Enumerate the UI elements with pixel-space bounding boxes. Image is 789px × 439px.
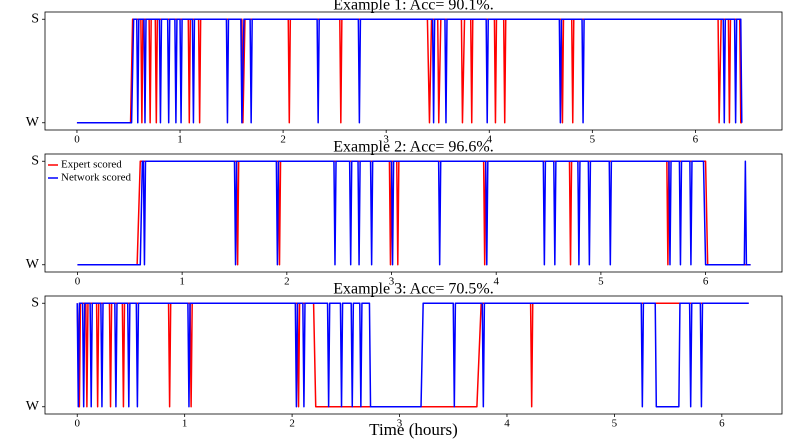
chart-title: Example 3: Acc= 70.5%. xyxy=(333,281,494,298)
x-tick-label: 0 xyxy=(74,418,80,430)
series-line xyxy=(76,302,749,408)
x-tick-label: 2 xyxy=(284,276,290,288)
y-tick-label: S xyxy=(31,11,39,26)
y-tick-label: W xyxy=(26,115,40,130)
axes-frame xyxy=(44,295,783,415)
x-tick-label: 6 xyxy=(703,276,709,288)
x-tick-label: 1 xyxy=(182,418,188,430)
x-tick-label: 0 xyxy=(75,276,81,288)
series-line xyxy=(77,160,751,266)
y-tick-label: S xyxy=(31,153,39,168)
x-tick-label: 5 xyxy=(590,134,596,146)
x-tick-label: 2 xyxy=(280,134,286,146)
y-tick-label: S xyxy=(31,295,39,310)
series-line xyxy=(76,18,743,124)
x-tick-label: 3 xyxy=(397,418,403,430)
x-tick-label: 6 xyxy=(693,134,699,146)
x-tick-label: 5 xyxy=(612,418,618,430)
axes-frame xyxy=(44,11,783,131)
x-tick-label: 3 xyxy=(389,276,395,288)
series-line xyxy=(77,160,751,266)
x-tick-label: 3 xyxy=(383,134,389,146)
x-axis-label: Time (hours) xyxy=(369,420,458,439)
x-tick-label: 4 xyxy=(493,276,499,288)
x-tick-label: 4 xyxy=(487,134,493,146)
chart-title: Example 2: Acc= 96.6%. xyxy=(333,139,494,156)
x-tick-label: 5 xyxy=(598,276,604,288)
chart-title: Example 1: Acc= 90.1%. xyxy=(333,0,494,14)
x-tick-label: 6 xyxy=(719,418,725,430)
legend-label: Network scored xyxy=(61,172,131,184)
y-tick-label: W xyxy=(26,257,40,272)
x-tick-label: 2 xyxy=(289,418,295,430)
x-tick-label: 4 xyxy=(504,418,510,430)
series-line xyxy=(76,302,749,408)
legend-label: Expert scored xyxy=(61,159,122,171)
x-tick-label: 1 xyxy=(179,276,185,288)
x-tick-label: 1 xyxy=(177,134,183,146)
axes-frame xyxy=(44,153,783,273)
y-tick-label: W xyxy=(26,399,40,414)
x-tick-label: 0 xyxy=(74,134,80,146)
